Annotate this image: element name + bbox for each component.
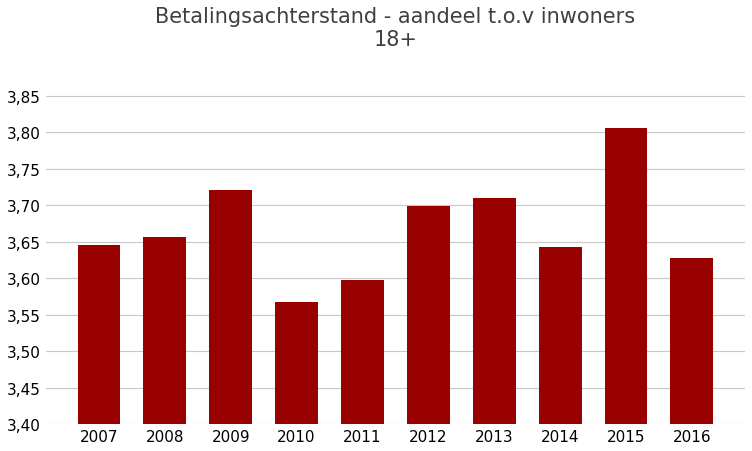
Bar — [605, 129, 647, 424]
Bar — [407, 207, 450, 424]
Bar — [144, 238, 186, 424]
Bar — [341, 280, 384, 424]
Bar — [275, 303, 318, 424]
Bar — [77, 246, 120, 424]
Bar — [671, 258, 713, 424]
Bar — [538, 248, 581, 424]
Bar — [473, 198, 516, 424]
Bar — [209, 191, 252, 424]
Title: Betalingsachterstand - aandeel t.o.v inwoners
18+: Betalingsachterstand - aandeel t.o.v inw… — [156, 7, 635, 50]
